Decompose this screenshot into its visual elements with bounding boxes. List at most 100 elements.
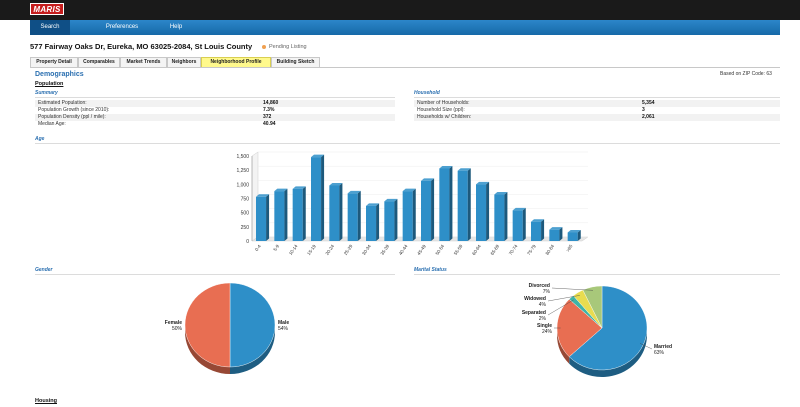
- summary-row: Median Age: 40.94: [35, 121, 395, 128]
- age-bar: [274, 188, 288, 241]
- summary-row: Population Growth (since 2010): 7.3%: [35, 107, 395, 114]
- age-bar: [439, 165, 453, 241]
- tab-comparables[interactable]: Comparables: [78, 57, 120, 67]
- zip-note: Based on ZIP Code: 63: [720, 71, 772, 77]
- tab-market-trends[interactable]: Market Trends: [120, 57, 167, 67]
- age-chart-x-tick: 0-4: [254, 243, 262, 252]
- marital-pie-label: Married: [654, 344, 672, 350]
- age-chart-x-tick: 5-9: [272, 243, 280, 252]
- top-bar: MARIS: [0, 0, 800, 20]
- nav-search[interactable]: Search: [30, 20, 70, 35]
- age-chart-y-tick: 0: [246, 239, 249, 245]
- marital-pie-pct-label: 4%: [539, 302, 547, 308]
- age-chart-x-tick: 40-44: [398, 243, 409, 256]
- housing-title: Housing: [35, 398, 57, 404]
- gender-pie-slice-side: [185, 325, 230, 374]
- age-divider: [35, 143, 780, 144]
- marital-divider: [414, 274, 780, 275]
- age-bar: [476, 181, 490, 241]
- summary-row-label: Population Density (ppl / mile):: [38, 114, 106, 120]
- marital-pie-label: Single: [537, 323, 552, 329]
- age-chart-x-tick: 65-69: [489, 243, 500, 256]
- age-chart-x-tick: 45-49: [416, 243, 427, 256]
- household-row-value: 2,061: [642, 114, 655, 120]
- age-bar: [311, 154, 325, 241]
- household-row-label: Number of Households:: [417, 100, 470, 106]
- age-bar: [347, 190, 361, 241]
- marital-pie-slice-side: [557, 328, 570, 364]
- summary-row-value: 40.94: [263, 121, 276, 127]
- marital-pie-leader: [551, 287, 593, 291]
- gender-pie-slice: [184, 282, 231, 368]
- age-bar: [512, 207, 526, 241]
- age-bar: [567, 230, 581, 241]
- gender-divider: [35, 274, 395, 275]
- age-chart-x-tick: 50-54: [434, 243, 445, 256]
- age-bar: [421, 178, 435, 241]
- summary-row-label: Median Age:: [38, 121, 66, 127]
- tab-divider: [30, 67, 780, 68]
- age-chart-x-tick: >85: [565, 243, 574, 253]
- listing-status: Pending Listing: [262, 44, 307, 50]
- gender-heading: Gender: [35, 267, 53, 273]
- tab-property-detail[interactable]: Property Detail: [30, 57, 78, 67]
- gender-pie-pct-label: 54%: [278, 326, 289, 332]
- gender-pie-slice: [229, 282, 276, 368]
- household-row: Number of Households: 5,354: [414, 100, 780, 107]
- age-bar: [531, 219, 545, 241]
- nav-preferences[interactable]: Preferences: [105, 24, 139, 30]
- age-chart-x-tick: 25-29: [343, 243, 354, 256]
- summary-divider: [35, 97, 395, 98]
- marital-pie-slice: [582, 285, 603, 329]
- age-chart-y-tick: 750: [241, 197, 250, 203]
- marital-pie-label: Widowed: [524, 296, 546, 302]
- summary-row: Estimated Population: 14,860: [35, 100, 395, 107]
- age-chart-y-tick: 1,000: [236, 182, 249, 188]
- age-chart-y-tick: 1,500: [236, 154, 249, 160]
- age-chart-x-tick: 60-64: [471, 243, 482, 256]
- household-row: Household Size (ppl): 3: [414, 107, 780, 114]
- household-heading: Household: [414, 90, 440, 96]
- age-chart-y-tick: 1,250: [236, 168, 249, 174]
- status-dot-icon: [262, 44, 266, 49]
- age-bar: [494, 192, 508, 241]
- age-bar: [366, 203, 380, 241]
- marital-pie-pct-label: 7%: [543, 289, 551, 295]
- tab-building-sketch[interactable]: Building Sketch: [271, 57, 320, 67]
- tab-neighbors[interactable]: Neighbors: [167, 57, 201, 67]
- gender-pie-slice-side: [230, 325, 275, 374]
- marital-pie-pct-label: 63%: [654, 350, 665, 356]
- household-row-label: Households w/ Children:: [417, 114, 472, 120]
- age-bar: [256, 194, 270, 241]
- marital-pie-leader: [639, 343, 653, 350]
- tab-neighborhood-profile[interactable]: Neighborhood Profile: [201, 57, 271, 67]
- age-bar: [402, 188, 416, 241]
- age-chart-y-tick: 500: [241, 211, 250, 217]
- listing-address: 577 Fairway Oaks Dr, Eureka, MO 63025-20…: [30, 42, 253, 51]
- summary-row-value: 372: [263, 114, 272, 120]
- household-row-label: Household Size (ppl):: [417, 107, 465, 113]
- gender-pie-label: Female: [165, 320, 182, 326]
- summary-row-label: Population Growth (since 2010):: [38, 107, 110, 113]
- gender-pie-pct-label: 50%: [172, 326, 183, 332]
- gender-pie-label: Male: [278, 320, 289, 326]
- age-chart-x-tick: 80-84: [544, 243, 555, 256]
- maris-logo: MARIS: [30, 3, 64, 15]
- summary-row: Population Density (ppl / mile): 372: [35, 114, 395, 121]
- nav-help[interactable]: Help: [169, 24, 183, 30]
- population-title: Population: [35, 81, 64, 87]
- age-chart-x-tick: 20-24: [324, 243, 335, 256]
- marital-pie-leader: [547, 299, 574, 316]
- age-chart-y-tick: 250: [241, 225, 250, 231]
- marital-pie-label: Divorced: [529, 283, 550, 289]
- age-heading: Age: [35, 136, 45, 142]
- age-chart-x-tick: 55-59: [453, 243, 464, 256]
- age-chart-x-tick: 15-19: [306, 243, 317, 256]
- age-chart-x-tick: 10-14: [288, 243, 299, 256]
- listing-status-label: Pending Listing: [269, 44, 307, 50]
- age-bar: [329, 182, 343, 241]
- household-divider: [414, 97, 780, 98]
- marital-pie-leader: [547, 295, 580, 302]
